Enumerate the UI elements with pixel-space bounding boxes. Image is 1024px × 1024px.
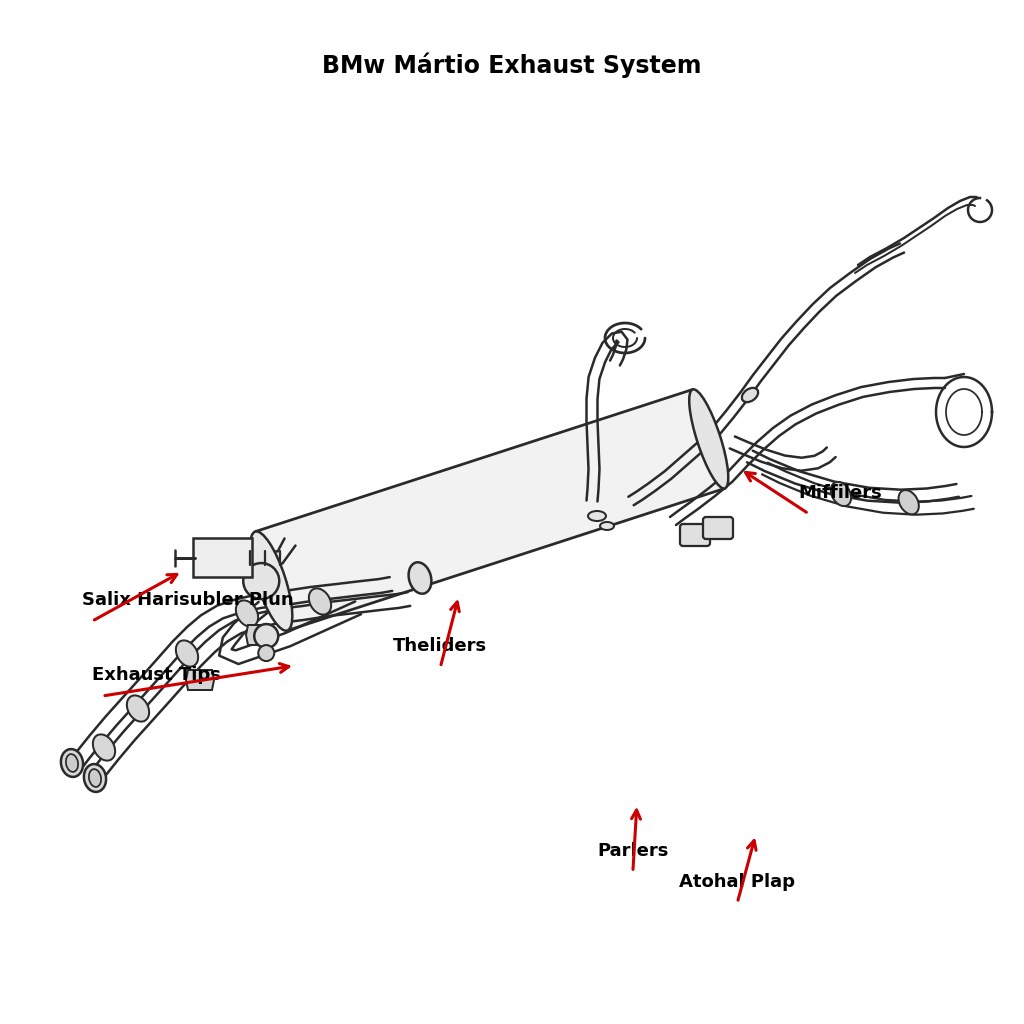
Text: Atohal Plap: Atohal Plap [679,872,796,891]
Ellipse shape [830,482,851,506]
FancyBboxPatch shape [193,538,252,577]
FancyBboxPatch shape [703,517,733,539]
Ellipse shape [89,769,101,786]
Polygon shape [246,625,274,645]
Ellipse shape [84,764,106,792]
Text: Miffilers: Miffilers [799,483,883,502]
Text: Salix Harisubler Plun: Salix Harisubler Plun [82,591,294,609]
Ellipse shape [741,388,758,402]
Ellipse shape [600,522,614,530]
Ellipse shape [309,589,331,614]
Ellipse shape [689,389,728,488]
Ellipse shape [93,734,115,761]
Circle shape [244,563,280,599]
Text: Exhaust Tips: Exhaust Tips [92,666,221,684]
Ellipse shape [176,640,198,667]
Ellipse shape [588,511,606,521]
Polygon shape [186,670,214,690]
Circle shape [254,624,279,648]
Ellipse shape [66,754,78,772]
Ellipse shape [250,531,292,631]
Ellipse shape [409,562,431,594]
Text: Theliders: Theliders [393,637,487,655]
Circle shape [258,645,274,662]
Text: Parlers: Parlers [597,842,669,860]
Polygon shape [255,389,725,631]
Ellipse shape [236,600,258,627]
Ellipse shape [127,695,150,722]
FancyBboxPatch shape [680,524,710,546]
Ellipse shape [60,750,83,777]
Ellipse shape [898,490,919,514]
Text: BMw Mártio Exhaust System: BMw Mártio Exhaust System [323,52,701,78]
